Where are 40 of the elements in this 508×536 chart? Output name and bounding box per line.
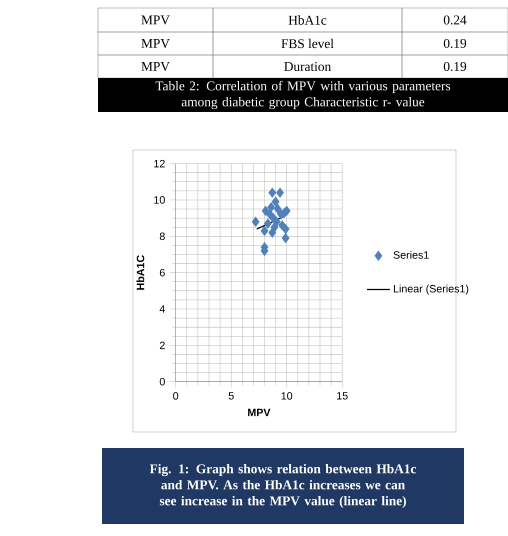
point: [268, 228, 276, 238]
point: [262, 206, 270, 216]
point: [276, 188, 284, 198]
point: [272, 196, 280, 207]
text: 0.19: [444, 62, 466, 72]
text: MPV: [141, 39, 170, 48]
caption: Fig. 1: Graph shows relation between HbA1c and MPV. As the HbA1c increases we can see increase in the MPV value (linear line): [150, 464, 416, 508]
point: [272, 216, 281, 227]
text: HbA1c: [288, 15, 326, 25]
point: [266, 209, 274, 220]
point: [268, 188, 276, 198]
y-tick-label: 10: [154, 196, 165, 204]
text: 0.24: [444, 15, 466, 25]
y-tick-label: 8: [160, 232, 165, 240]
text: MPV: [141, 62, 170, 71]
x-tick-label: 0: [173, 392, 178, 400]
point: [282, 233, 290, 244]
y-tick-label: 6: [160, 268, 165, 276]
y-axis-title: HbA1C: [136, 255, 144, 290]
legend-label: Series1: [394, 250, 429, 259]
y-tick-label: 2: [160, 342, 165, 350]
caption: Table 2: Correlation of MPV with various parameters among diabetic group Characteristic r- value: [156, 80, 450, 110]
y-tick-label: 12: [154, 160, 165, 168]
x-axis-title: MPV: [248, 408, 270, 416]
y-tick-label: 0: [160, 378, 165, 386]
point: [274, 204, 282, 214]
text: 0.19: [444, 38, 466, 48]
x-tick-label: 10: [282, 392, 292, 400]
y-tick-label: 4: [160, 305, 165, 313]
x-tick-label: 15: [337, 392, 348, 400]
point: [267, 202, 276, 212]
text: FBS level: [281, 38, 334, 48]
text: MPV: [141, 16, 170, 24]
point: [252, 216, 260, 227]
x-tick-label: 5: [228, 392, 234, 400]
point: [282, 224, 290, 234]
text: Duration: [284, 62, 331, 71]
legend-label: Linear (Series1): [394, 284, 468, 295]
point: [264, 218, 272, 229]
point: [260, 226, 268, 236]
